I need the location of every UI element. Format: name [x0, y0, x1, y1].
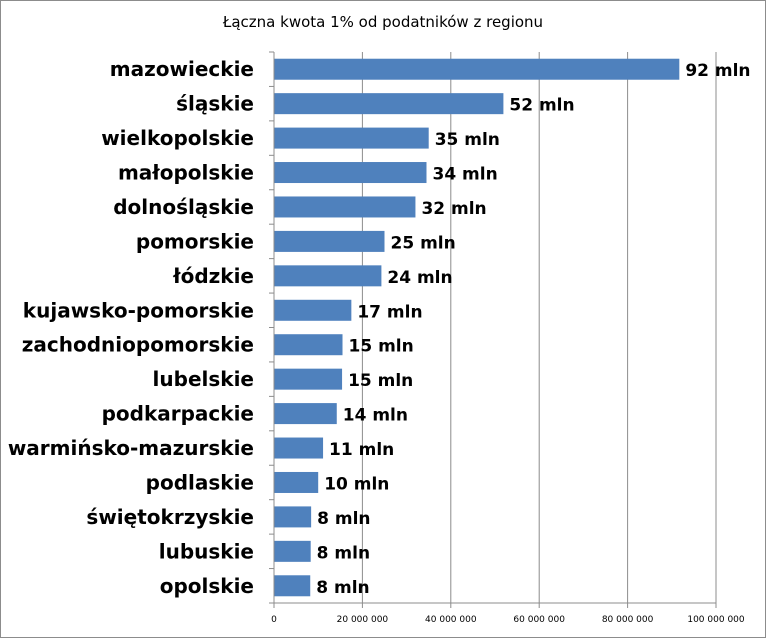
category-label: śląskie	[176, 92, 254, 116]
bar	[274, 93, 504, 115]
data-label: 14 mln	[343, 406, 408, 426]
bar	[274, 196, 416, 218]
x-tick-label: 100 000 000	[687, 615, 745, 625]
data-label: 15 mln	[349, 337, 414, 357]
data-label: 15 mln	[348, 371, 413, 391]
bar	[274, 265, 382, 287]
bars	[274, 58, 680, 597]
bar	[274, 127, 429, 149]
labels: mazowieckie 92 mln śląskie 52 mln wielkopols…	[8, 57, 751, 598]
data-label: 8 mln	[317, 543, 370, 563]
bar	[274, 230, 385, 252]
data-label: 8 mln	[316, 578, 369, 598]
category-label: świętokrzyskie	[86, 505, 254, 529]
data-label: 11 mln	[329, 440, 394, 460]
data-label: 34 mln	[432, 165, 497, 185]
bar	[274, 437, 324, 459]
data-label: 92 mln	[685, 61, 750, 81]
category-label: zachodniopomorskie	[22, 333, 254, 357]
data-label: 32 mln	[421, 199, 486, 219]
x-tick-label: 20 000 000	[337, 615, 389, 625]
x-tick-label: 80 000 000	[602, 615, 654, 625]
category-label: opolskie	[160, 574, 254, 598]
category-label: wielkopolskie	[101, 126, 254, 150]
category-label: dolnośląskie	[113, 195, 254, 219]
bar	[274, 471, 319, 493]
x-tick-label: 0	[271, 615, 277, 625]
data-label: 10 mln	[324, 474, 389, 494]
bar	[274, 540, 311, 562]
data-label: 25 mln	[391, 233, 456, 253]
category-label: lubuskie	[159, 539, 254, 563]
x-tick-label: 60 000 000	[513, 615, 565, 625]
category-label: kujawsko-pomorskie	[23, 298, 254, 322]
x-tick-label: 40 000 000	[425, 615, 477, 625]
category-label: lubelskie	[153, 367, 254, 391]
bar	[274, 299, 352, 321]
axes: 0 20 000 000 40 000 000 60 000 000 80 000 00…	[269, 51, 745, 625]
category-label: podkarpackie	[102, 402, 254, 426]
bar	[274, 334, 343, 356]
bar	[274, 506, 312, 528]
data-label: 52 mln	[509, 96, 574, 116]
bar	[274, 575, 311, 597]
category-label: podlaskie	[146, 470, 254, 494]
data-label: 8 mln	[317, 509, 370, 529]
data-label: 17 mln	[357, 302, 422, 322]
category-label: pomorskie	[136, 229, 254, 253]
category-label: małopolskie	[118, 161, 254, 185]
category-label: mazowieckie	[110, 57, 254, 81]
data-label: 35 mln	[435, 130, 500, 150]
data-label: 24 mln	[387, 268, 452, 288]
bar	[274, 368, 343, 390]
category-label: warmińsko-mazurskie	[8, 436, 254, 460]
chart-title: Łączna kwota 1% od podatników z regionu	[222, 13, 544, 31]
bar	[274, 162, 427, 184]
bar	[274, 403, 337, 425]
bar	[274, 58, 680, 80]
category-label: łódzkie	[172, 264, 254, 288]
